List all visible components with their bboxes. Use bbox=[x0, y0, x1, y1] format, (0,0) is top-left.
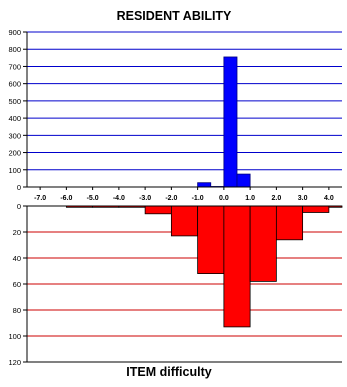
x-tick-label: -1.0 bbox=[192, 195, 204, 202]
y-tick-label: 20 bbox=[13, 228, 21, 237]
y-tick-label: 300 bbox=[8, 131, 21, 140]
plot-area bbox=[27, 32, 342, 187]
bar bbox=[170, 205, 199, 237]
y-tick-label: 120 bbox=[8, 358, 21, 367]
resident-ability-panel: 0 100 200 300 400 500 600 700 800 900 -7.0 -6.0 -5.0… bbox=[8, 28, 342, 202]
x-tick-label: -2.0 bbox=[165, 195, 177, 202]
x-tick-label: 4.0 bbox=[324, 195, 334, 202]
y-tick-label: 100 bbox=[8, 332, 21, 341]
x-tick-label: -4.0 bbox=[113, 195, 125, 202]
bar bbox=[223, 205, 251, 328]
y-tick-label: 100 bbox=[8, 166, 21, 175]
bar bbox=[249, 205, 277, 282]
chart-title-item-difficulty: ITEM difficulty bbox=[126, 365, 211, 379]
x-tick-label: 3.0 bbox=[298, 195, 308, 202]
y-tick-label: 700 bbox=[8, 62, 21, 71]
y-tick-label: 40 bbox=[13, 254, 21, 263]
x-tick-label: 2.0 bbox=[272, 195, 282, 202]
y-tick-label: 900 bbox=[8, 28, 21, 37]
item-difficulty-panel: 0 20 40 60 80 100 120 bbox=[8, 202, 343, 367]
y-tick-label: 60 bbox=[13, 280, 21, 289]
bar bbox=[197, 205, 225, 274]
y-tick-label: 500 bbox=[8, 97, 21, 106]
chart-title-resident-ability: RESIDENT ABILITY bbox=[117, 9, 232, 23]
y-tick-label: 800 bbox=[8, 45, 21, 54]
y-tick-label: 80 bbox=[13, 306, 21, 315]
bar bbox=[236, 173, 251, 188]
y-tick-label: 200 bbox=[8, 149, 21, 158]
bar bbox=[302, 205, 330, 213]
x-tick-label: -5.0 bbox=[87, 195, 99, 202]
y-tick-label: 0 bbox=[17, 183, 21, 192]
y-tick-label: 600 bbox=[8, 80, 21, 89]
bar bbox=[223, 56, 238, 188]
x-tick-label: 0.0 bbox=[219, 195, 229, 202]
x-tick-label: -7.0 bbox=[34, 195, 46, 202]
bar bbox=[144, 205, 172, 215]
x-tick-label: 1.0 bbox=[245, 195, 255, 202]
y-tick-label: 400 bbox=[8, 114, 21, 123]
x-tick-label: -3.0 bbox=[139, 195, 151, 202]
x-tick-label: -6.0 bbox=[60, 195, 72, 202]
bar bbox=[275, 205, 304, 241]
bar bbox=[197, 182, 212, 188]
y-tick-label: 0 bbox=[17, 202, 21, 211]
